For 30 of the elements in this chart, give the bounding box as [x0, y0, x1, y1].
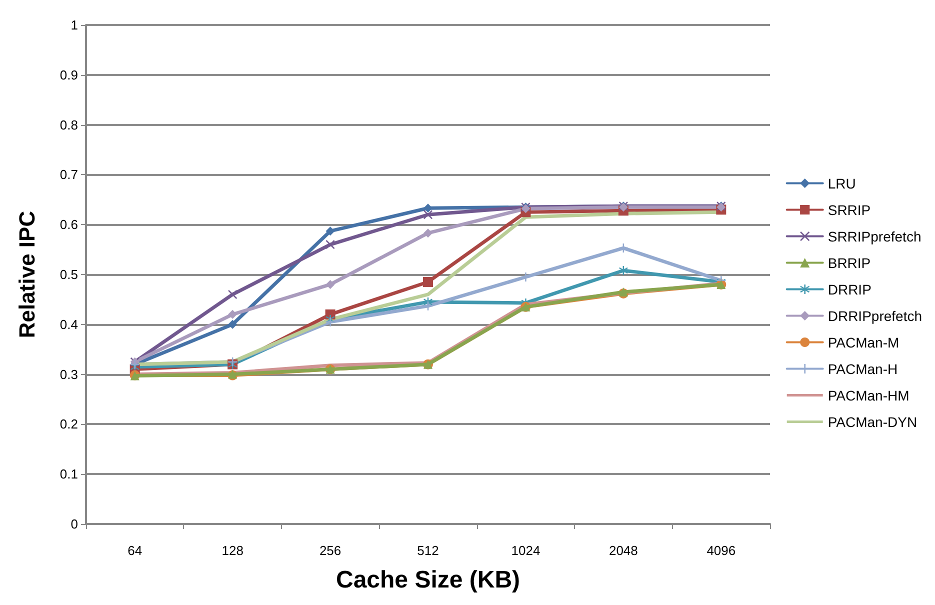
x-tick-label: 256: [319, 543, 342, 558]
x-tick-label: 64: [128, 543, 142, 558]
legend-label: PACMan-DYN: [828, 414, 918, 430]
legend-label: LRU: [828, 175, 856, 192]
y-tick-label: 0.2: [60, 416, 78, 432]
legend-label: PACMan-M: [828, 334, 900, 350]
x-tick-label: 512: [417, 543, 439, 558]
y-tick-label: 0.6: [60, 217, 78, 232]
y-tick-label: 0.5: [60, 267, 78, 282]
legend-label: PACMan-H: [828, 360, 898, 377]
x-tick-label: 2048: [608, 543, 638, 558]
legend-label: SRRIPprefetch: [828, 228, 922, 244]
y-tick-label: 0.4: [60, 316, 78, 332]
x-tick-label: 1024: [511, 543, 540, 558]
legend-label: PACMan-HM: [828, 387, 910, 404]
legend-label: SRRIP: [828, 202, 871, 218]
y-tick-label: 0.3: [60, 366, 78, 382]
x-tick-label: 4096: [706, 543, 736, 558]
x-tick-label: 128: [222, 543, 244, 558]
y-tick-label: 0: [70, 516, 78, 532]
y-axis-title: Relative IPC: [14, 210, 40, 338]
legend-label: BRRIP: [828, 254, 871, 271]
legend-label: DRRIPprefetch: [828, 308, 922, 324]
y-tick-label: 1: [70, 18, 78, 32]
y-tick-label: 0.7: [60, 167, 78, 182]
y-tick-label: 0.8: [60, 117, 78, 132]
legend-label: DRRIP: [828, 281, 872, 298]
x-axis-title: Cache Size (KB): [336, 566, 520, 594]
y-tick-label: 0.9: [60, 67, 78, 82]
y-tick-label: 0.1: [60, 466, 78, 482]
